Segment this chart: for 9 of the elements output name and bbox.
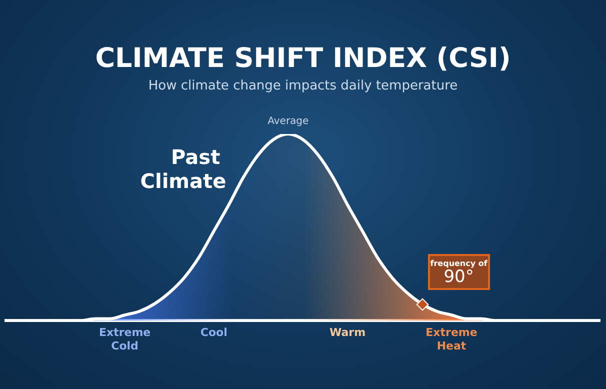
x-tick-label: Cool [200, 326, 228, 340]
chart-title: CLIMATE SHIFT INDEX (CSI) [95, 43, 511, 74]
x-tick-label: Extreme Heat [426, 326, 478, 352]
chart-subtitle: How climate change impacts daily temperature [148, 78, 458, 94]
series-label: Past Climate [140, 145, 226, 193]
annotation: frequency of 90° [430, 258, 488, 288]
text: Average [268, 116, 309, 127]
x-tick-label: Warm [330, 326, 366, 340]
x-tick-label: Extreme Cold [98, 326, 151, 352]
